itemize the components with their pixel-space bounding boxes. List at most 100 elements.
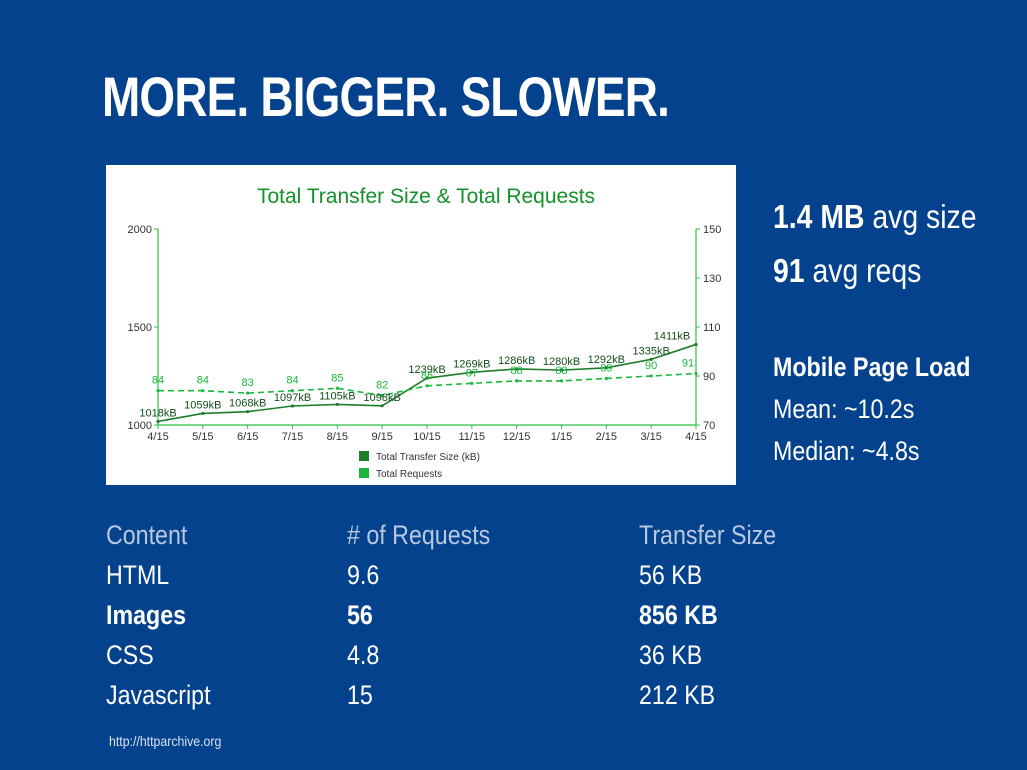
x-tick-label: 7/15: [282, 431, 303, 443]
y-left-tick-label: 1500: [128, 322, 152, 334]
data-label-requests: 88: [511, 365, 523, 377]
data-point-requests: [604, 376, 608, 381]
data-point-transfer-size: [694, 342, 698, 347]
data-label-transfer-size: 1269kB: [453, 358, 490, 370]
table-row: Javascript 15 212 KB: [106, 675, 839, 715]
y-right-tick-label: 70: [703, 420, 715, 432]
data-label-transfer-size: 1098kB: [364, 392, 401, 404]
cell-size: 212 KB: [639, 679, 716, 710]
cell-requests: 4.8: [347, 639, 380, 670]
cell-content: CSS: [106, 639, 154, 670]
data-label-transfer-size: 1105kB: [319, 390, 356, 402]
cell-size: 56 KB: [639, 559, 703, 590]
legend-label-transfer-size: Total Transfer Size (kB): [376, 452, 480, 463]
data-label-transfer-size: 1059kB: [184, 399, 221, 411]
x-tick-label: 11/15: [458, 431, 485, 443]
y-right-tick-label: 150: [703, 224, 721, 236]
data-point-requests: [290, 389, 295, 393]
data-label-transfer-size: 1335kB: [633, 345, 670, 357]
y-left-tick-label: 2000: [128, 224, 152, 236]
mobile-load-title: Mobile Page Load: [773, 352, 971, 382]
legend-swatch-transfer-size: [359, 451, 369, 461]
data-label-requests: 83: [242, 377, 254, 389]
y-right-tick-label: 130: [703, 273, 721, 285]
data-point-transfer-size: [559, 368, 564, 372]
data-point-requests: [335, 386, 339, 390]
header-transfer-size: Transfer Size: [639, 519, 777, 550]
data-point-requests: [425, 384, 429, 388]
data-point-transfer-size: [335, 402, 339, 407]
x-tick-label: 5/15: [192, 431, 213, 443]
data-label-requests: 85: [331, 372, 343, 384]
data-label-requests: 89: [600, 362, 612, 374]
data-point-requests: [201, 389, 205, 393]
data-label-requests: 86: [421, 370, 433, 382]
slide-title: MORE. BIGGER. SLOWER.: [102, 65, 670, 128]
data-point-requests: [515, 379, 519, 383]
header-content: Content: [106, 519, 188, 550]
mobile-load-median: Median: ~4.8s: [773, 436, 920, 466]
y-right-tick-label: 90: [703, 371, 715, 383]
avg-size-value: 1.4 MB: [773, 198, 865, 235]
source-link[interactable]: http://httparchive.org: [109, 733, 222, 749]
table-header-row: Content # of Requests Transfer Size: [106, 515, 839, 555]
data-point-transfer-size: [290, 404, 295, 408]
avg-reqs-label: avg reqs: [812, 252, 922, 289]
legend-label-requests: Total Requests: [376, 469, 442, 480]
cell-content: HTML: [106, 559, 170, 590]
cell-requests: 9.6: [347, 559, 380, 590]
chart-svg: Total Transfer Size & Total Requests 100…: [128, 185, 722, 480]
data-point-transfer-size: [515, 367, 519, 371]
y-right-tick-label: 110: [703, 322, 721, 334]
stats-block: 1.4 MB avg size 91 avg reqs: [773, 190, 976, 298]
legend-swatch-requests: [359, 468, 369, 478]
x-tick-label: 4/15: [147, 431, 168, 443]
header-requests: # of Requests: [347, 519, 491, 550]
y-left-tick-label: 1000: [128, 420, 152, 432]
data-point-transfer-size: [425, 376, 429, 380]
x-tick-label: 10/15: [413, 431, 441, 443]
x-tick-label: 1/15: [551, 431, 572, 443]
avg-size-line: 1.4 MB avg size: [773, 190, 976, 244]
cell-content: Images: [106, 599, 187, 630]
cell-content: Javascript: [106, 679, 211, 710]
data-point-transfer-size: [649, 357, 653, 361]
transfer-chart: Total Transfer Size & Total Requests 100…: [106, 165, 736, 485]
data-label-requests: 90: [645, 360, 657, 372]
data-label-transfer-size: 1018kB: [139, 407, 176, 419]
x-tick-label: 4/15: [685, 431, 706, 443]
cell-size: 36 KB: [639, 639, 703, 670]
x-tick-label: 2/15: [596, 431, 617, 443]
data-point-transfer-size: [156, 419, 160, 424]
table-row: HTML 9.6 56 KB: [106, 555, 839, 595]
data-label-requests: 84: [152, 375, 164, 387]
data-label-transfer-size: 1286kB: [498, 355, 535, 367]
data-point-transfer-size: [470, 370, 474, 374]
data-point-transfer-size: [604, 366, 608, 370]
mobile-load-block: Mobile Page Load Mean: ~10.2s Median: ~4…: [773, 346, 970, 472]
x-tick-label: 12/15: [503, 431, 531, 443]
data-label-transfer-size: 1097kB: [274, 392, 311, 404]
x-tick-label: 6/15: [237, 431, 258, 443]
cell-requests: 56: [347, 599, 373, 630]
x-tick-label: 9/15: [371, 431, 392, 443]
table-row: Images 56 856 KB: [106, 595, 839, 635]
data-point-requests: [380, 394, 384, 398]
data-label-transfer-size: 1068kB: [229, 398, 266, 410]
data-label-requests: 88: [555, 365, 567, 377]
data-point-requests: [470, 381, 474, 385]
chart-title: Total Transfer Size & Total Requests: [257, 185, 595, 208]
avg-size-label: avg size: [872, 198, 977, 235]
cell-size: 856 KB: [639, 599, 718, 630]
data-point-transfer-size: [246, 410, 250, 414]
data-label-requests: 87: [466, 367, 478, 379]
data-point-transfer-size: [201, 411, 205, 416]
cell-requests: 15: [347, 679, 373, 710]
table-row: CSS 4.8 36 KB: [106, 635, 839, 675]
data-point-requests: [694, 371, 698, 376]
data-label-requests: 84: [197, 375, 209, 387]
data-label-transfer-size: 1292kB: [588, 354, 625, 366]
data-label-requests: 91: [682, 358, 694, 370]
avg-reqs-line: 91 avg reqs: [773, 244, 976, 298]
data-point-requests: [559, 379, 564, 383]
